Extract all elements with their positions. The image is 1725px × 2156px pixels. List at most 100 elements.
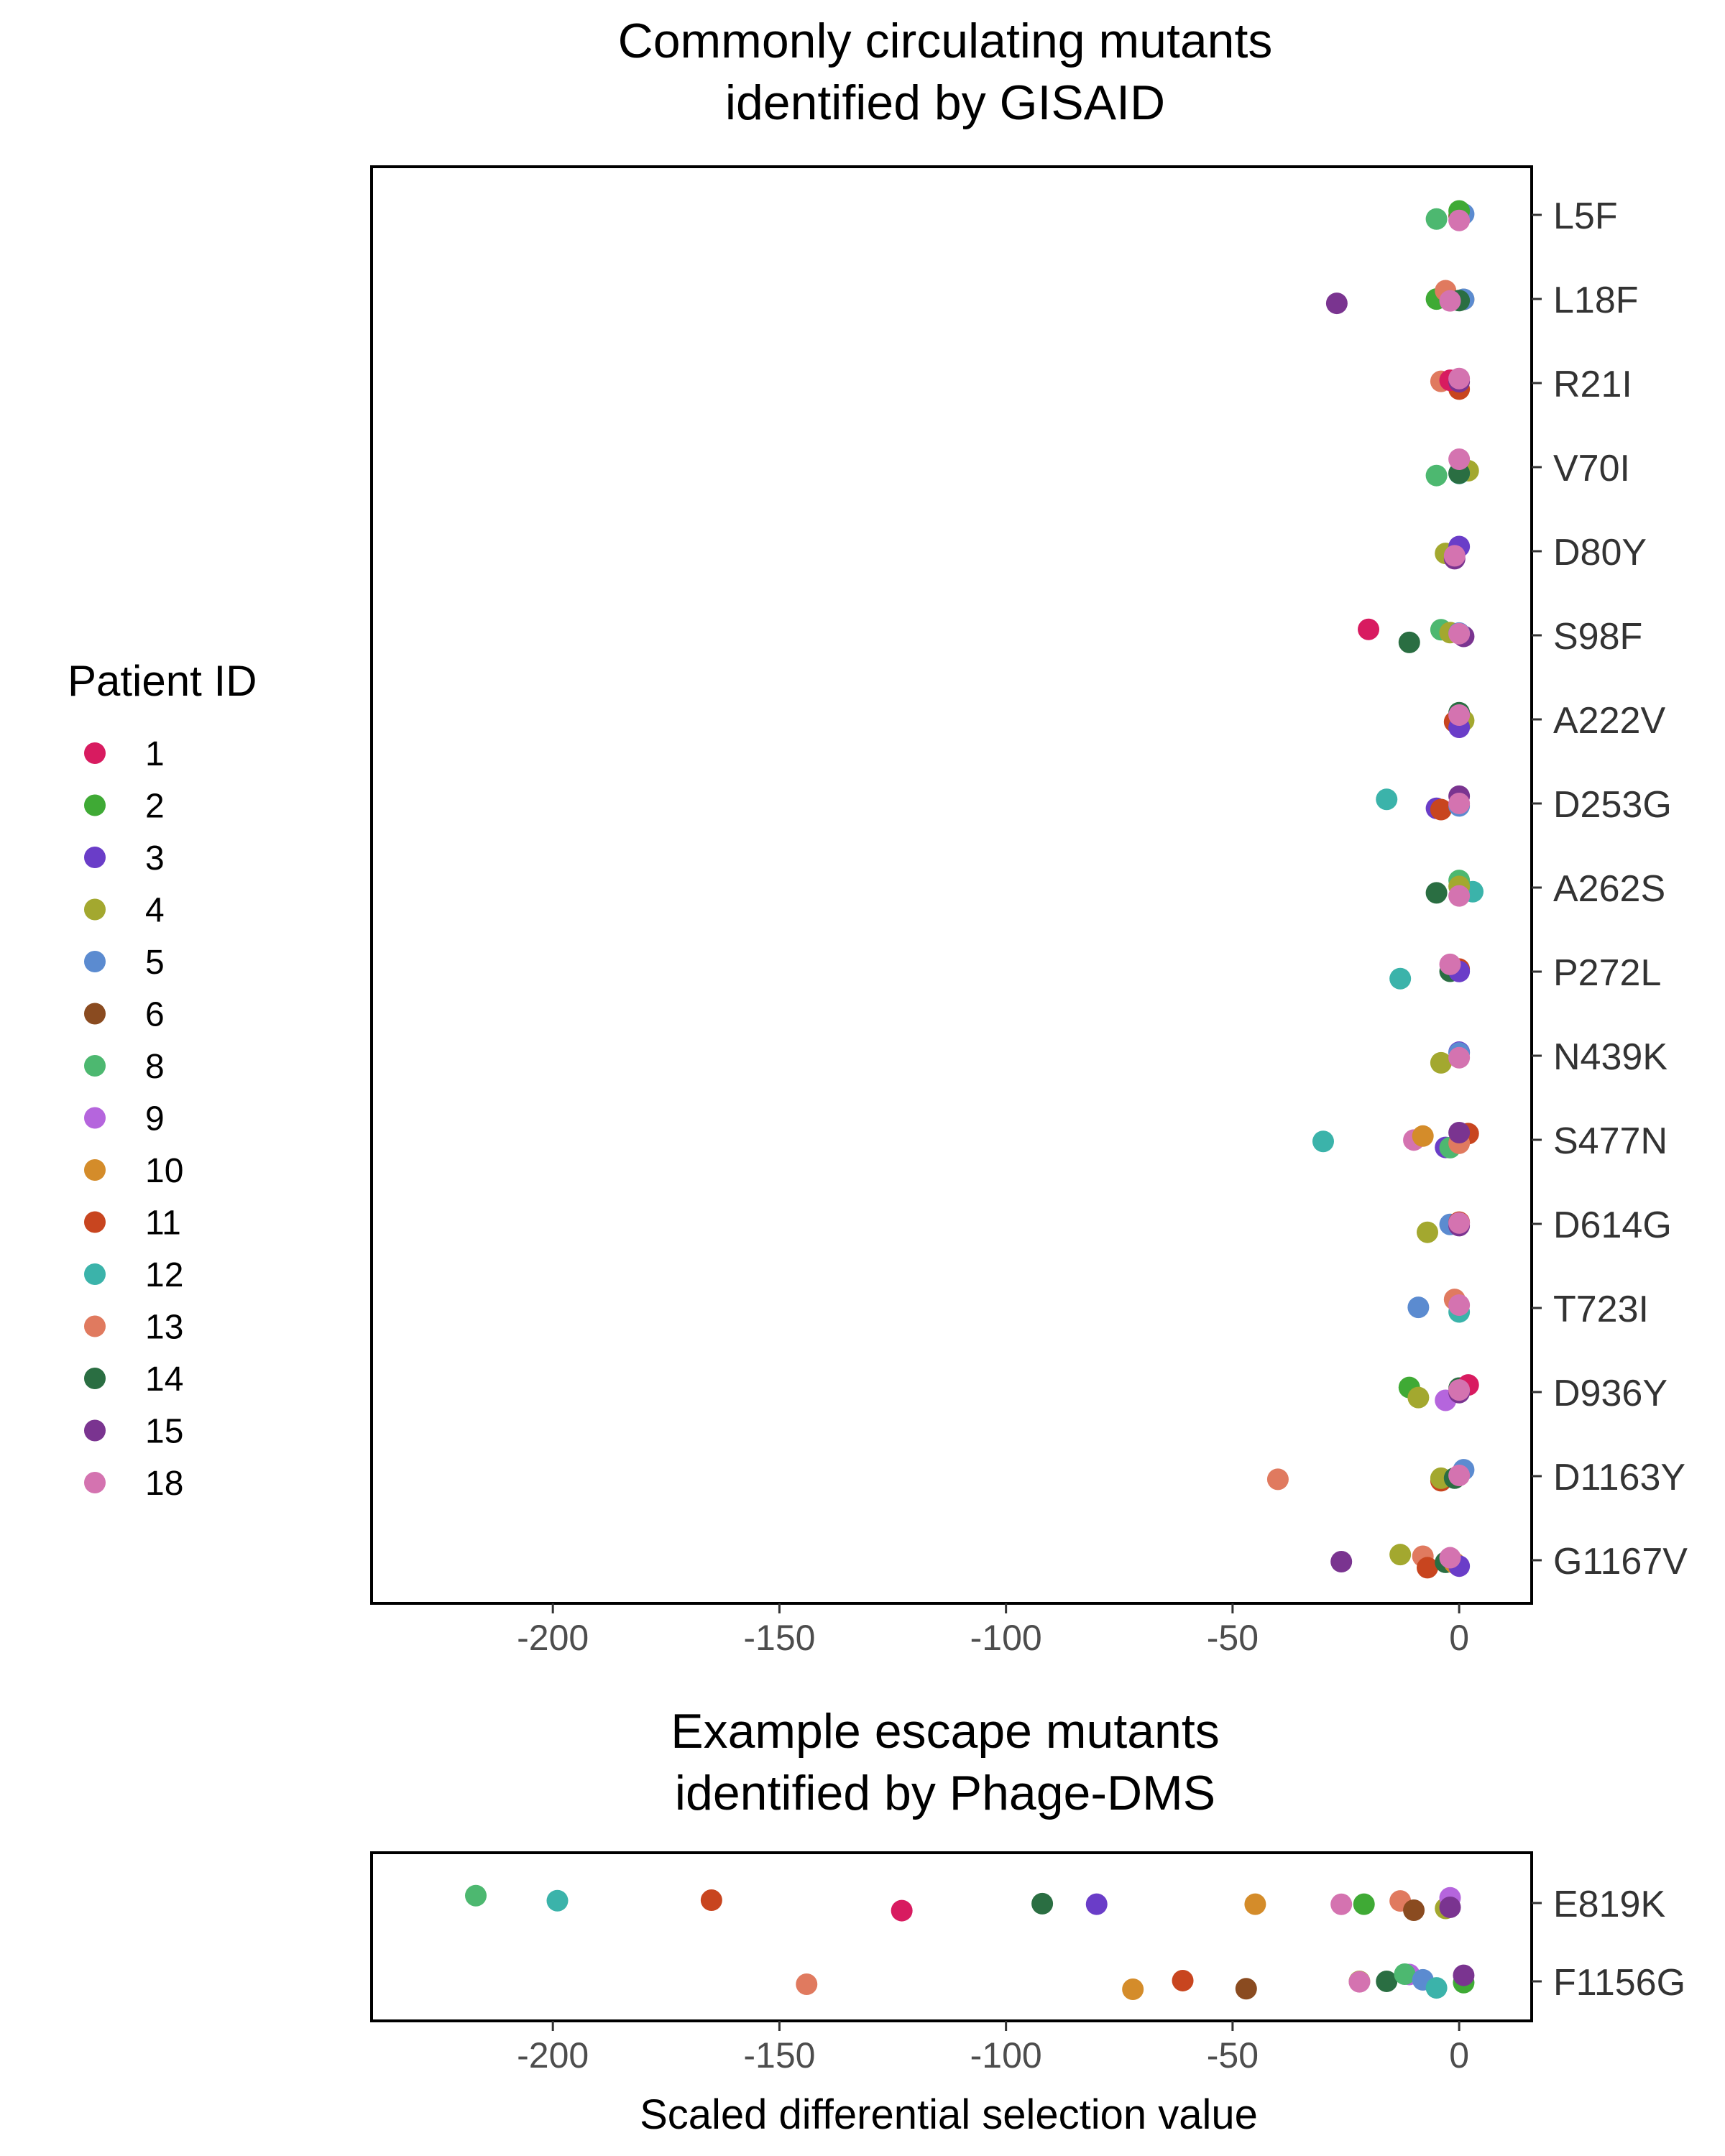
- x-tick-label: -150: [743, 2035, 815, 2076]
- data-point: [1448, 1294, 1471, 1316]
- x-tick-label: -100: [970, 1618, 1042, 1658]
- legend-label: 3: [145, 839, 165, 877]
- legend-label: 18: [145, 1465, 183, 1503]
- data-point: [1407, 1386, 1430, 1409]
- legend-label: 5: [145, 944, 165, 982]
- data-point: [1085, 1893, 1108, 1915]
- data-point: [1394, 1963, 1416, 1986]
- data-point: [546, 1889, 569, 1912]
- y-tick-label: L18F: [1553, 280, 1639, 321]
- data-point: [1439, 1547, 1461, 1569]
- data-point: [1416, 1557, 1438, 1579]
- data-point: [1031, 1892, 1054, 1915]
- legend-key: [84, 1055, 106, 1077]
- legend-label: 13: [145, 1309, 183, 1347]
- data-point: [1353, 1893, 1375, 1915]
- y-tick-label: R21I: [1553, 364, 1632, 405]
- y-tick-label: G1167V: [1553, 1541, 1688, 1583]
- legend-label: 15: [145, 1413, 183, 1451]
- data-point: [1425, 1977, 1448, 1999]
- panel1-y-axis: L5F L18F R21I V70I D80Y S98F A222V D253G A262S P2…: [1532, 195, 1688, 1583]
- data-point: [1453, 1964, 1475, 1986]
- y-tick-label: D614G: [1553, 1204, 1672, 1246]
- x-tick-label: -50: [1207, 1618, 1259, 1658]
- panel1-frame: [370, 165, 1533, 1605]
- data-point: [1416, 1221, 1438, 1243]
- panel1-points: [1266, 200, 1484, 1579]
- y-tick-label: A262S: [1553, 868, 1665, 910]
- data-point: [1448, 448, 1471, 471]
- data-point: [1425, 208, 1448, 230]
- legend-label: 11: [145, 1204, 181, 1243]
- data-point: [1448, 1212, 1471, 1234]
- legend-key: [84, 794, 106, 816]
- panel2-points: [465, 1884, 1475, 2000]
- data-point: [700, 1889, 722, 1912]
- legend-key: [84, 1419, 106, 1442]
- y-tick-label: D80Y: [1553, 532, 1647, 573]
- data-point: [1448, 704, 1471, 726]
- y-tick-label: D936Y: [1553, 1373, 1668, 1414]
- data-point: [891, 1899, 913, 1922]
- panel2-title-line1: Example escape mutants: [671, 1704, 1220, 1759]
- data-point: [1330, 1893, 1353, 1915]
- x-tick-label: -150: [743, 1618, 815, 1658]
- x-tick-label: 0: [1449, 1618, 1469, 1658]
- panel1-x-axis: -200 -150 -100 -50 0: [517, 1603, 1469, 1658]
- data-point: [1430, 1051, 1452, 1074]
- x-tick-label: -50: [1207, 2035, 1259, 2076]
- data-point: [1425, 882, 1448, 904]
- data-point: [1448, 1465, 1471, 1487]
- panel2-y-axis: E819K F1156G: [1532, 1884, 1685, 2004]
- legend-key: [84, 742, 106, 764]
- y-tick-label: F1156G: [1553, 1962, 1685, 2004]
- data-point: [1439, 953, 1461, 975]
- data-point: [1448, 792, 1471, 814]
- data-point: [1448, 885, 1471, 907]
- legend-key: [84, 1263, 106, 1285]
- data-point: [1448, 209, 1471, 231]
- data-point: [1389, 1544, 1412, 1566]
- x-tick-label: -200: [517, 2035, 589, 2076]
- legend-key: [84, 1211, 106, 1233]
- legend-key: [84, 1368, 106, 1389]
- data-point: [1235, 1978, 1257, 2000]
- data-point: [1403, 1899, 1425, 1921]
- data-point: [1330, 1550, 1353, 1572]
- panel2-x-axis: -200 -150 -100 -50 0: [517, 2021, 1469, 2076]
- legend-title: Patient ID: [68, 657, 257, 705]
- y-tick-label: E819K: [1553, 1884, 1665, 1925]
- data-point: [1448, 367, 1471, 390]
- panel1-title-line2: identified by GISAID: [725, 75, 1165, 130]
- data-point: [1358, 618, 1380, 640]
- data-point: [1312, 1130, 1334, 1153]
- x-tick-label: -200: [517, 1618, 589, 1658]
- y-tick-label: D253G: [1553, 784, 1672, 826]
- data-point: [1398, 631, 1420, 653]
- data-point: [1376, 1970, 1398, 1992]
- data-point: [1172, 1969, 1194, 1991]
- legend-label: 14: [145, 1360, 183, 1399]
- data-point: [1430, 798, 1452, 821]
- legend-label: 2: [145, 788, 165, 826]
- data-point: [1448, 1379, 1471, 1401]
- data-point: [1376, 788, 1398, 811]
- y-tick-label: S477N: [1553, 1120, 1668, 1162]
- y-tick-label: T723I: [1553, 1289, 1649, 1330]
- legend-key: [84, 1159, 106, 1181]
- legend-label: 10: [145, 1152, 183, 1190]
- data-point: [1443, 545, 1466, 567]
- data-point: [1448, 1046, 1471, 1069]
- data-point: [1244, 1893, 1266, 1915]
- data-point: [796, 1973, 818, 1995]
- legend-key: [84, 1003, 106, 1025]
- legend-label: 1: [145, 735, 165, 773]
- data-point: [1122, 1978, 1144, 2000]
- y-tick-label: P272L: [1553, 952, 1661, 994]
- data-point: [1266, 1468, 1289, 1491]
- y-tick-label: N439K: [1553, 1036, 1668, 1078]
- x-tick-label: -100: [970, 2035, 1042, 2076]
- data-point: [1439, 1896, 1461, 1918]
- data-point: [1325, 292, 1348, 315]
- legend-key: [84, 951, 106, 972]
